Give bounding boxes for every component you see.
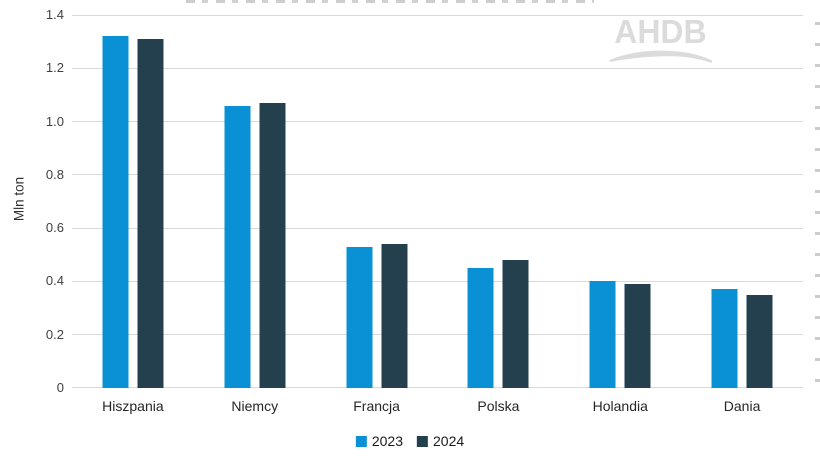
gridline xyxy=(72,227,803,229)
x-axis-label: Holandia xyxy=(592,398,648,414)
plot-area xyxy=(72,14,803,388)
legend-swatch-icon xyxy=(355,435,367,447)
ahdb-watermark-swoosh-icon xyxy=(610,50,712,63)
legend-label: 2024 xyxy=(433,433,465,449)
bar-2023 xyxy=(102,36,129,388)
cropped-title-artifact xyxy=(186,0,594,3)
y-tick-label: 0.8 xyxy=(45,166,64,182)
x-axis-label: Niemcy xyxy=(231,398,279,414)
legend: 2023 2024 xyxy=(355,433,464,449)
bar-2023 xyxy=(589,281,616,388)
y-tick-label: 0.2 xyxy=(45,326,64,342)
bar-group xyxy=(102,36,164,388)
bar-2023 xyxy=(224,105,251,388)
right-edge-dotted-border xyxy=(815,4,820,396)
y-axis-tick-labels: 0 0.2 0.4 0.6 0.8 1.0 1.2 1.4 xyxy=(26,8,64,395)
bar-2024 xyxy=(137,38,164,388)
bar-group xyxy=(711,289,773,388)
bar-2024 xyxy=(259,102,286,388)
ahdb-watermark: AHDB xyxy=(610,13,714,64)
bar-group xyxy=(589,281,651,388)
gridline xyxy=(72,387,803,388)
gridline xyxy=(72,174,803,176)
bar-2024 xyxy=(624,284,651,388)
y-axis-title: Mln ton xyxy=(11,176,27,222)
bar-2023 xyxy=(711,289,738,388)
y-tick-label: 0 xyxy=(56,380,64,395)
bar-group xyxy=(346,244,408,388)
bar-group xyxy=(224,102,286,388)
y-tick-label: 1.4 xyxy=(45,7,64,22)
bar-2024 xyxy=(746,294,773,388)
legend-item-2024: 2024 xyxy=(417,433,464,449)
y-tick-label: 0.6 xyxy=(45,220,64,236)
x-axis-label: Polska xyxy=(477,398,520,414)
bar-2023 xyxy=(467,268,494,388)
y-tick-label: 1.2 xyxy=(45,60,64,76)
legend-swatch-icon xyxy=(417,435,428,447)
x-axis-label: Dania xyxy=(723,398,761,414)
gridline xyxy=(72,121,803,123)
y-tick-label: 1.0 xyxy=(45,113,64,129)
x-axis-labels: Hiszpania Niemcy Francja Polska Holandia Dani… xyxy=(72,398,803,416)
bar-group xyxy=(467,260,529,388)
gridline xyxy=(72,334,803,336)
gridline xyxy=(72,14,803,16)
legend-label: 2023 xyxy=(371,433,403,449)
bar-2024 xyxy=(502,260,529,388)
legend-item-2023: 2023 xyxy=(355,433,403,449)
x-axis-label: Hiszpania xyxy=(102,398,164,414)
bar-2023 xyxy=(346,246,373,388)
gridline xyxy=(72,280,803,282)
x-axis-label: Francja xyxy=(353,398,400,414)
bar-2024 xyxy=(381,244,408,388)
y-tick-label: 0.4 xyxy=(45,273,64,289)
gridline xyxy=(72,67,803,69)
ahdb-watermark-text: AHDB xyxy=(614,13,707,50)
